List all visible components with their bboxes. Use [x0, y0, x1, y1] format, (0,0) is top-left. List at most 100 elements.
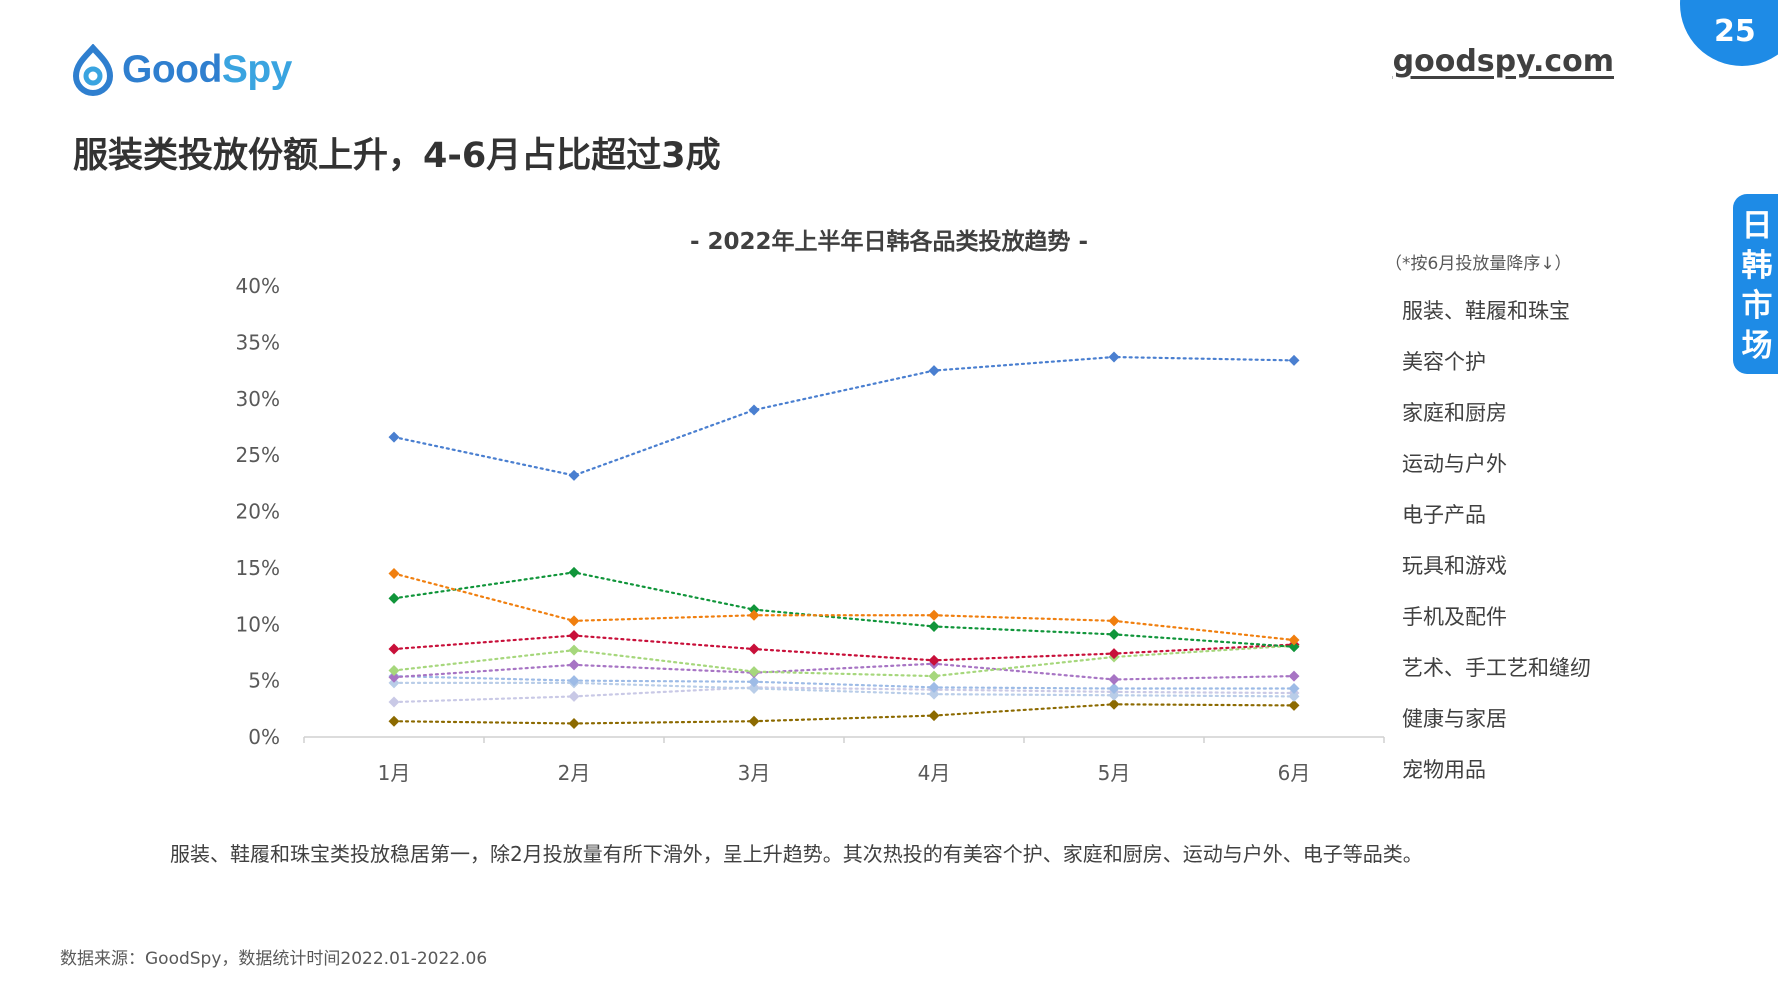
series-line [392, 675, 1296, 690]
legend-item: 电子产品 [1402, 503, 1486, 527]
data-point-marker [928, 670, 940, 682]
series-line [392, 355, 1296, 477]
y-tick-label: 35% [236, 330, 280, 354]
data-point-marker [568, 659, 580, 671]
x-tick-label: 3月 [738, 761, 771, 785]
legend-item: 艺术、手工艺和缝纫 [1402, 656, 1591, 680]
legend-item: 健康与家居 [1402, 707, 1507, 731]
x-tick-label: 6月 [1278, 761, 1311, 785]
data-point-marker [1288, 354, 1300, 366]
data-point-marker [568, 690, 580, 702]
x-tick-label: 4月 [918, 761, 951, 785]
data-point-marker [388, 715, 400, 727]
series-line [392, 681, 1296, 698]
data-point-marker [388, 643, 400, 655]
data-point-marker [748, 404, 760, 416]
section-tab[interactable]: 日韩市场 [1733, 194, 1778, 374]
data-point-marker [568, 644, 580, 656]
y-tick-label: 20% [236, 500, 280, 524]
data-point-marker [928, 365, 940, 377]
data-point-marker [1108, 628, 1120, 640]
y-tick-label: 10% [236, 612, 280, 636]
data-point-marker [568, 675, 580, 687]
data-point-marker [568, 469, 580, 481]
section-tab-label: 日韩市场 [1741, 206, 1773, 366]
data-point-marker [748, 609, 760, 621]
section-tab-char: 韩 [1741, 248, 1773, 284]
data-point-marker [388, 671, 400, 683]
page-title: 服装类投放份额上升，4-6月占比超过3成 [73, 136, 721, 176]
legend-item: 美容个护 [1402, 350, 1486, 374]
legend-item: 家庭和厨房 [1402, 401, 1507, 425]
data-point-marker [928, 688, 940, 700]
chart-title: - 2022年上半年日韩各品类投放趋势 - [689, 229, 1089, 255]
y-tick-label: 25% [236, 443, 280, 467]
data-point-marker [928, 654, 940, 666]
data-point-marker [388, 568, 400, 580]
data-point-marker [568, 717, 580, 729]
data-point-marker [1108, 351, 1120, 363]
data-point-marker [568, 566, 580, 578]
series-line [392, 703, 1296, 725]
data-point-marker [748, 715, 760, 727]
x-tick-label: 1月 [378, 761, 411, 785]
data-point-marker [928, 710, 940, 722]
data-point-marker [748, 604, 760, 616]
goodspy-logo-icon [72, 44, 114, 96]
y-tick-label: 15% [236, 556, 280, 580]
data-point-marker [748, 676, 760, 688]
y-tick-label: 5% [248, 669, 280, 693]
x-tick-label: 5月 [1098, 761, 1131, 785]
data-point-marker [1108, 698, 1120, 710]
section-tab-char: 市 [1741, 288, 1773, 324]
data-point-marker [1108, 648, 1120, 660]
legend-item: 运动与户外 [1402, 452, 1507, 476]
series-line [392, 644, 1296, 678]
data-point-marker [748, 643, 760, 655]
series-line [392, 634, 1296, 662]
data-point-marker [928, 681, 940, 693]
series-line [392, 571, 1296, 648]
series-line [392, 572, 1296, 642]
logo-text-good: Good [122, 48, 222, 91]
data-point-marker [928, 609, 940, 621]
data-point-marker [1288, 683, 1300, 695]
sort-note: （*按6月投放量降序↓） [1385, 254, 1572, 274]
data-point-marker [568, 630, 580, 642]
data-point-marker [568, 615, 580, 627]
data-source: 数据来源：GoodSpy，数据统计时间2022.01-2022.06 [60, 949, 488, 969]
data-point-marker [1288, 690, 1300, 702]
legend-item: 手机及配件 [1402, 605, 1507, 629]
data-point-marker [388, 696, 400, 708]
goodspy-logo: GoodSpy [70, 44, 292, 96]
y-tick-label: 30% [236, 387, 280, 411]
data-point-marker [1108, 683, 1120, 695]
page-number: 25 [1714, 14, 1756, 49]
data-point-marker [388, 677, 400, 689]
data-point-marker [1288, 699, 1300, 711]
section-tab-char: 场 [1741, 328, 1773, 364]
data-point-marker [748, 683, 760, 695]
legend-item: 玩具和游戏 [1402, 554, 1507, 578]
series-line [392, 686, 1296, 704]
data-point-marker [388, 431, 400, 443]
site-link[interactable]: goodspy.com [1392, 44, 1614, 79]
data-point-marker [1288, 641, 1300, 653]
data-point-marker [388, 664, 400, 676]
data-point-marker [1288, 670, 1300, 682]
summary-text: 服装、鞋履和珠宝类投放稳居第一，除2月投放量有所下滑外，呈上升趋势。其次热投的有… [170, 842, 1423, 866]
x-tick-label: 2月 [558, 761, 591, 785]
data-point-marker [1108, 615, 1120, 627]
logo-text-spy: Spy [221, 48, 293, 91]
data-point-marker [928, 621, 940, 633]
data-point-marker [388, 592, 400, 604]
series-line [392, 662, 1296, 681]
data-point-marker [1288, 634, 1300, 646]
data-point-marker [1108, 689, 1120, 701]
data-point-marker [1108, 673, 1120, 685]
y-tick-label: 0% [248, 725, 280, 749]
section-tab-char: 日 [1741, 208, 1773, 244]
y-tick-label: 40% [236, 274, 280, 298]
legend-item: 服装、鞋履和珠宝 [1402, 299, 1570, 323]
